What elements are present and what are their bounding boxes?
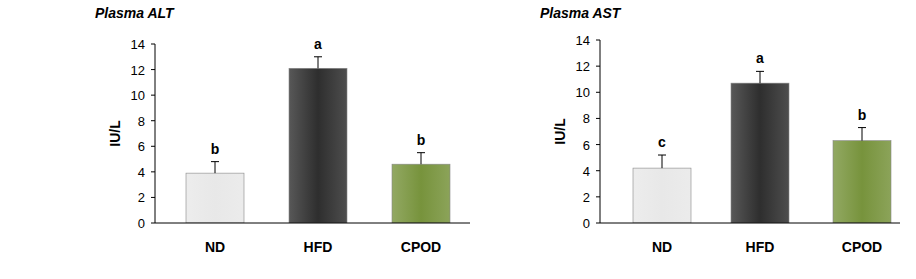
y-tick-label: 14 bbox=[576, 33, 590, 48]
y-tick-label: 10 bbox=[131, 88, 145, 103]
y-tick bbox=[151, 171, 155, 172]
x-axis bbox=[600, 223, 900, 224]
x-tick-label: CPOD bbox=[842, 239, 882, 255]
y-tick-label: 0 bbox=[138, 216, 145, 231]
y-tick bbox=[151, 69, 155, 70]
y-tick-label: 2 bbox=[583, 190, 590, 205]
error-stem bbox=[862, 128, 863, 141]
error-cap bbox=[314, 56, 322, 57]
y-tick bbox=[151, 223, 155, 224]
error-cap bbox=[417, 152, 425, 153]
x-tick-label: CPOD bbox=[401, 239, 441, 255]
y-axis-label: IU/L bbox=[552, 118, 568, 145]
bars bbox=[633, 71, 891, 223]
y-tick bbox=[596, 196, 600, 197]
figure: Plasma ALTIU/L02468101214bNDaHFDbCPODPla… bbox=[0, 0, 916, 279]
y-tick bbox=[596, 170, 600, 171]
y-tick-label: 12 bbox=[131, 63, 145, 78]
y-tick-label: 0 bbox=[583, 216, 590, 231]
error-cap bbox=[211, 161, 219, 162]
error-bar bbox=[658, 155, 666, 168]
error-bar bbox=[858, 128, 866, 141]
y-tick-label: 4 bbox=[583, 164, 590, 179]
x-axis bbox=[155, 223, 470, 224]
y-axis bbox=[600, 40, 601, 223]
y-tick-label: 12 bbox=[576, 59, 590, 74]
x-tick-label: HFD bbox=[746, 239, 775, 255]
y-axis-label: IU/L bbox=[107, 120, 123, 147]
y-tick-label: 8 bbox=[138, 114, 145, 129]
y-tick bbox=[596, 223, 600, 224]
y-tick bbox=[596, 118, 600, 119]
error-cap bbox=[858, 127, 866, 128]
y-tick bbox=[151, 146, 155, 147]
y-tick bbox=[151, 120, 155, 121]
x-tick-label: HFD bbox=[304, 239, 333, 255]
bar bbox=[731, 83, 789, 223]
error-bar bbox=[417, 153, 425, 165]
bar bbox=[833, 141, 891, 223]
y-tick-label: 14 bbox=[131, 37, 145, 52]
error-cap bbox=[658, 155, 666, 156]
error-bar bbox=[211, 162, 219, 174]
bar bbox=[289, 68, 347, 223]
chart: Plasma AST IU/L 0 2 4 6 8 10 12 14 c ND a HFD b CPOD bbox=[540, 5, 900, 255]
y-tick bbox=[596, 66, 600, 67]
x-tick-label: ND bbox=[652, 239, 672, 255]
y-tick-label: 4 bbox=[138, 165, 145, 180]
error-cap bbox=[756, 71, 764, 72]
significance-letter: b bbox=[858, 107, 867, 123]
error-bar bbox=[314, 57, 322, 69]
y-tick-label: 6 bbox=[583, 138, 590, 153]
error-stem bbox=[662, 155, 663, 168]
title: Plasma AST bbox=[540, 5, 622, 21]
y-tick bbox=[596, 40, 600, 41]
chart: Plasma ALT IU/L 0 2 4 6 8 10 12 14 b ND a HFD b CPOD bbox=[95, 5, 470, 255]
bar bbox=[186, 173, 244, 223]
y-tick-label: 10 bbox=[576, 85, 590, 100]
y-tick bbox=[151, 44, 155, 45]
bar bbox=[392, 164, 450, 223]
bars bbox=[186, 57, 450, 223]
significance-letter: b bbox=[211, 141, 220, 157]
error-stem bbox=[760, 71, 761, 83]
significance-letter: a bbox=[756, 50, 764, 66]
error-stem bbox=[421, 153, 422, 165]
y-axis bbox=[155, 44, 156, 223]
bar bbox=[633, 168, 691, 223]
significance-letter: b bbox=[417, 132, 426, 148]
title: Plasma ALT bbox=[95, 5, 175, 21]
y-tick-label: 8 bbox=[583, 111, 590, 126]
significance-letter: a bbox=[314, 36, 322, 52]
y-tick bbox=[151, 197, 155, 198]
error-stem bbox=[318, 57, 319, 69]
y-tick-label: 6 bbox=[138, 139, 145, 154]
x-tick-label: ND bbox=[205, 239, 225, 255]
y-tick bbox=[596, 144, 600, 145]
significance-letter: c bbox=[658, 134, 666, 150]
y-tick bbox=[151, 95, 155, 96]
y-tick-label: 2 bbox=[138, 190, 145, 205]
error-bar bbox=[756, 71, 764, 83]
y-tick bbox=[596, 92, 600, 93]
error-stem bbox=[215, 162, 216, 174]
